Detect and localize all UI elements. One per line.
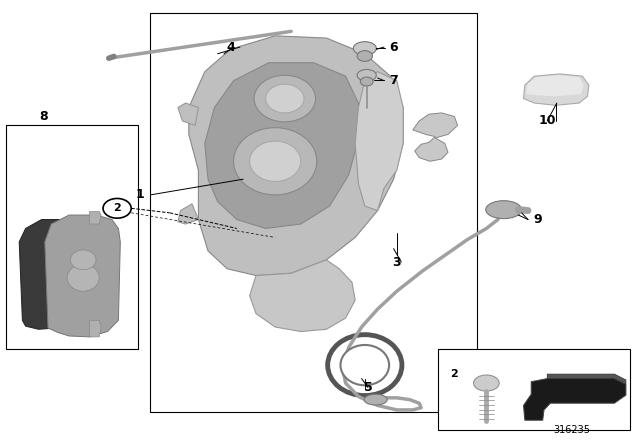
Text: 1: 1 bbox=[135, 188, 144, 202]
Text: 316235: 316235 bbox=[553, 426, 590, 435]
Bar bbox=[150, 13, 477, 412]
Ellipse shape bbox=[250, 141, 301, 181]
Polygon shape bbox=[524, 379, 626, 420]
Polygon shape bbox=[45, 215, 120, 337]
Polygon shape bbox=[90, 320, 101, 337]
Polygon shape bbox=[189, 36, 403, 276]
Ellipse shape bbox=[340, 345, 389, 385]
Ellipse shape bbox=[234, 128, 317, 195]
Text: 10: 10 bbox=[538, 114, 556, 128]
Ellipse shape bbox=[486, 201, 522, 219]
Text: 8: 8 bbox=[39, 110, 48, 123]
Polygon shape bbox=[178, 204, 198, 224]
Text: 6: 6 bbox=[389, 40, 398, 54]
Polygon shape bbox=[355, 72, 403, 211]
Text: 7: 7 bbox=[389, 74, 398, 87]
Polygon shape bbox=[205, 63, 358, 228]
Ellipse shape bbox=[70, 250, 96, 270]
Text: 2: 2 bbox=[451, 369, 458, 379]
Ellipse shape bbox=[364, 394, 387, 405]
Text: 5: 5 bbox=[364, 381, 372, 394]
Polygon shape bbox=[413, 113, 458, 161]
Polygon shape bbox=[178, 103, 198, 125]
Polygon shape bbox=[524, 74, 589, 105]
Ellipse shape bbox=[357, 51, 372, 61]
Polygon shape bbox=[250, 260, 355, 332]
Text: 3: 3 bbox=[392, 255, 401, 269]
Polygon shape bbox=[526, 75, 584, 96]
Ellipse shape bbox=[254, 75, 316, 122]
Bar bbox=[438, 349, 630, 430]
Ellipse shape bbox=[357, 69, 376, 81]
Text: 4: 4 bbox=[226, 40, 235, 54]
Polygon shape bbox=[19, 220, 70, 329]
Bar bbox=[6, 125, 138, 349]
Ellipse shape bbox=[67, 264, 99, 291]
Polygon shape bbox=[547, 374, 626, 384]
Polygon shape bbox=[90, 211, 101, 224]
Ellipse shape bbox=[474, 375, 499, 391]
Text: 2: 2 bbox=[113, 203, 121, 213]
Ellipse shape bbox=[353, 42, 376, 55]
Text: 9: 9 bbox=[533, 213, 542, 226]
Ellipse shape bbox=[266, 84, 304, 113]
Ellipse shape bbox=[360, 77, 373, 86]
